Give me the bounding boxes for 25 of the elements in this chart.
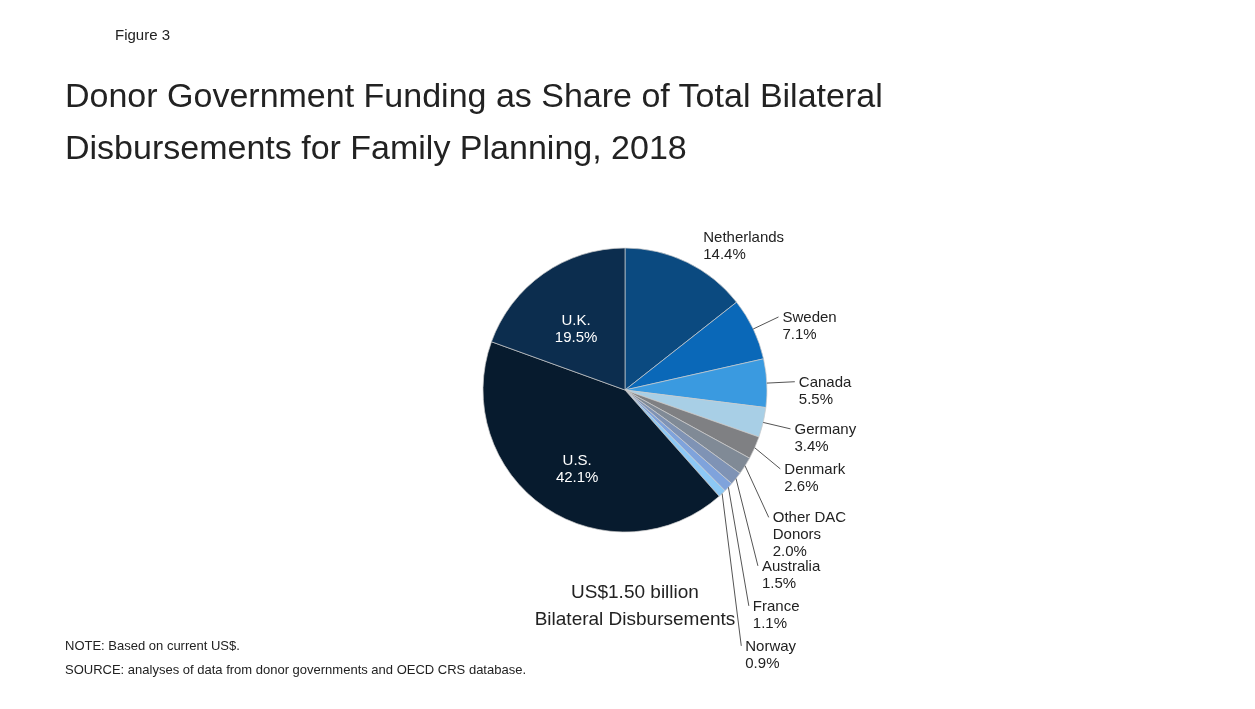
slice-label: Germany [794, 419, 857, 437]
slice-label: Sweden [782, 307, 837, 325]
data-label: 3.4% [794, 436, 829, 454]
slice-label: Norway [745, 636, 797, 654]
text: US$1.50 billion Bilateral Disbursements [534, 581, 736, 629]
chart-title: Donor Government Funding as Share of Total Bilateral Disbursements for Family Planning, 2018 [65, 76, 883, 166]
slice-label: U.S. [562, 451, 592, 469]
slice-label: Denmark [784, 459, 846, 477]
source-note: SOURCE: analyses of data from donor governments and OECD CRS database. [65, 662, 526, 677]
data-label: 7.1% [782, 324, 817, 342]
data-label: 0.9% [745, 653, 780, 671]
data-label: 14.4% [703, 245, 746, 263]
text: NOTE: Based on current US$. [65, 638, 240, 653]
data-label: 19.5% [554, 328, 598, 346]
slice-label: Canada [798, 372, 852, 390]
slice-label: France [752, 596, 800, 614]
slice-label: U.K. [561, 311, 591, 329]
caption: Figure 3 [115, 26, 171, 43]
data-label: 42.1% [555, 468, 599, 486]
data-label: 2.6% [784, 476, 819, 494]
data-label: 1.5% [761, 573, 797, 591]
data-label: 1.1% [752, 613, 788, 631]
data-label: 5.5% [798, 389, 833, 407]
slice-label: Netherlands [703, 228, 785, 246]
slice-label: Other DAC Donors [772, 508, 847, 543]
